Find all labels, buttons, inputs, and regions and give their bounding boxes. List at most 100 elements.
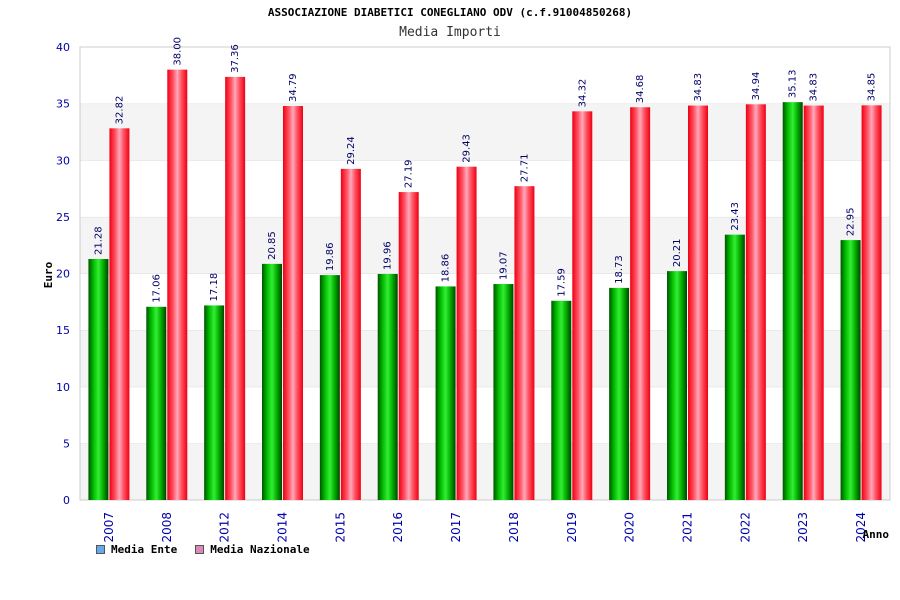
data-label: 34.94: [751, 72, 762, 101]
bar-media-nazionale: [398, 192, 419, 501]
grid-band: [80, 273, 890, 331]
grid-band: [80, 386, 890, 444]
bar-media-ente: [551, 300, 572, 500]
bar-media-nazionale: [514, 186, 535, 500]
chart-subtitle: Media Importi: [399, 25, 501, 40]
data-label: 29.24: [346, 136, 357, 165]
data-label: 34.68: [635, 75, 646, 104]
data-label: 34.83: [693, 73, 704, 102]
y-tick-label: 10: [56, 381, 70, 394]
legend-label-ente: Media Ente: [111, 543, 178, 556]
bar-media-nazionale: [225, 76, 246, 500]
grid-band: [80, 443, 890, 500]
x-tick-label: 2016: [391, 512, 405, 543]
x-tick-label: 2020: [623, 512, 637, 543]
bar-media-nazionale: [861, 105, 882, 500]
data-label: 27.19: [404, 159, 415, 188]
x-tick-label: 2018: [507, 512, 521, 543]
x-tick-label: 2021: [681, 512, 695, 543]
y-tick-label: 5: [63, 437, 70, 450]
y-tick-label: 0: [63, 494, 70, 507]
bar-media-nazionale: [109, 128, 130, 500]
x-tick-label: 2023: [796, 512, 810, 543]
grid-band: [80, 103, 890, 161]
data-label: 18.73: [614, 255, 625, 284]
data-label: 19.07: [498, 251, 509, 280]
data-label: 20.85: [267, 231, 278, 260]
data-label: 20.21: [672, 238, 683, 267]
chart-title: ASSOCIAZIONE DIABETICI CONEGLIANO ODV (c…: [267, 6, 633, 19]
bar-media-nazionale: [688, 105, 708, 501]
x-tick-label: 2014: [276, 512, 290, 543]
x-axis-label: Anno: [863, 528, 890, 541]
y-tick-label: 25: [56, 211, 70, 224]
data-label: 34.79: [288, 73, 299, 102]
bar-media-nazionale: [283, 106, 303, 501]
x-tick-label: 2012: [218, 512, 232, 543]
data-label: 17.18: [209, 273, 220, 302]
data-label: 17.06: [151, 274, 162, 303]
data-label: 19.86: [325, 242, 336, 271]
data-label: 34.83: [809, 73, 820, 102]
data-labels: 21.28 32.82 17.06 38.00 17.18 37.36 20.85 34.79…: [93, 37, 877, 303]
bar-media-ente: [840, 240, 861, 500]
data-label: 17.59: [556, 268, 567, 297]
bar-media-nazionale: [803, 105, 824, 501]
data-label: 19.96: [383, 241, 394, 270]
bar-media-ente: [609, 287, 630, 500]
plot-border: [79, 46, 891, 501]
x-tick-label: 2019: [565, 512, 579, 543]
x-tick-label: 2024: [854, 512, 868, 543]
y-tick-label: 15: [56, 324, 70, 337]
y-axis: 0 5 10 15 20 25 30 35 40: [56, 41, 70, 507]
data-label: 34.85: [867, 73, 878, 102]
legend-swatch-nazionale: [195, 545, 205, 554]
x-tick-label: 2017: [449, 512, 463, 543]
bar-media-ente: [667, 271, 687, 500]
bar-media-ente: [204, 305, 225, 500]
bar-media-nazionale: [167, 69, 188, 501]
data-label: 27.71: [519, 154, 530, 183]
bar-media-ente: [377, 273, 398, 500]
data-label: 21.28: [93, 226, 104, 255]
x-tick-label: 2015: [333, 512, 347, 543]
data-label: 22.95: [846, 207, 857, 236]
bar-media-ente: [782, 102, 803, 501]
bar-media-ente: [493, 284, 514, 500]
data-label: 35.13: [788, 70, 799, 99]
x-tick-label: 2007: [102, 512, 116, 543]
x-axis: 2007 2008 2012 2014 2015 2016 2017 2018 2019 2020…: [102, 512, 868, 543]
bar-media-nazionale: [572, 111, 593, 501]
legend: Media Ente Media Nazionale: [96, 543, 310, 556]
bar-media-ente: [724, 234, 745, 500]
legend-item-media-nazionale: Media Nazionale: [195, 543, 310, 556]
y-axis-label: Euro: [42, 261, 55, 288]
data-label: 18.86: [441, 254, 452, 283]
bar-media-nazionale: [745, 104, 766, 500]
data-label: 29.43: [462, 134, 473, 163]
x-tick-label: 2022: [738, 512, 752, 543]
y-tick-label: 30: [56, 154, 70, 167]
grid-band: [80, 330, 890, 387]
data-label: 34.32: [577, 79, 588, 108]
bar-media-nazionale: [630, 107, 651, 501]
bar-media-nazionale: [340, 168, 361, 500]
bar-media-nazionale: [456, 166, 477, 500]
data-label: 37.36: [230, 44, 241, 73]
grid-band: [80, 47, 890, 104]
data-label: 32.82: [114, 96, 125, 125]
legend-label-nazionale: Media Nazionale: [210, 543, 310, 556]
bar-media-ente: [435, 286, 456, 500]
y-tick-label: 35: [56, 98, 70, 111]
plot-background: [79, 46, 891, 501]
x-tick-label: 2008: [160, 512, 174, 543]
grid-band: [80, 160, 890, 217]
bar-media-ente: [319, 275, 340, 500]
bar-media-ente: [262, 263, 282, 500]
data-label: 23.43: [730, 202, 741, 231]
y-tick-label: 40: [56, 41, 70, 54]
legend-swatch-ente: [96, 545, 105, 554]
legend-item-media-ente: Media Ente: [96, 543, 177, 556]
bar-media-ente: [88, 259, 109, 500]
